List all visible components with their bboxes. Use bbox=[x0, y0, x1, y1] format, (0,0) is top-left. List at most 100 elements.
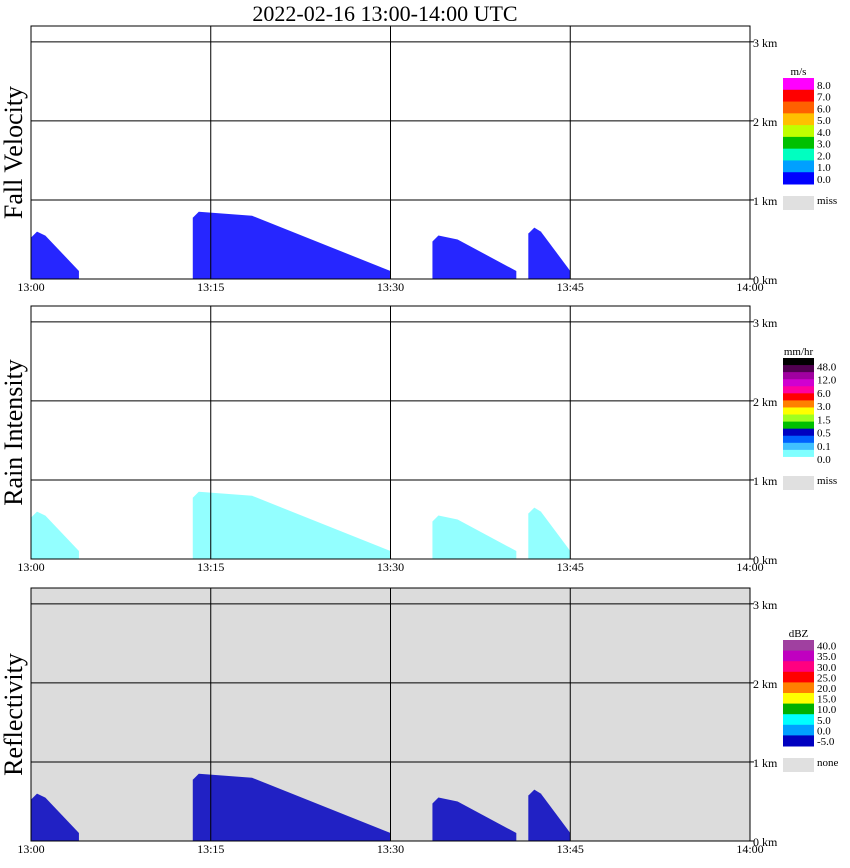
legend-label: 20.0 bbox=[817, 683, 837, 695]
legend-unit: dBZ bbox=[789, 628, 809, 640]
legend-swatch bbox=[783, 125, 814, 138]
chart-title: 2022-02-16 13:00-14:00 UTC bbox=[252, 1, 518, 26]
panel-reflectivity: 13:00 13:15 13:30 13:45 14:000 km 1 km 2 km 3 k… bbox=[0, 587, 839, 856]
legend-label: 1.5 bbox=[817, 414, 831, 426]
legend-swatch bbox=[783, 101, 814, 114]
legend-label: 12.0 bbox=[817, 375, 837, 387]
x-tick-label: 14:00 bbox=[736, 280, 763, 294]
x-tick-label: 13:45 bbox=[557, 560, 584, 574]
legend-label: 48.0 bbox=[817, 361, 837, 373]
x-tick-label: 13:00 bbox=[17, 842, 44, 856]
echo-region bbox=[192, 491, 391, 559]
legend-swatch bbox=[783, 421, 814, 430]
y-tick-label: 0 km bbox=[753, 273, 778, 287]
echo-region bbox=[31, 231, 79, 279]
y-axis-title: Rain Intensity bbox=[0, 359, 28, 506]
legend-label: -5.0 bbox=[817, 736, 835, 748]
legend-label: 8.0 bbox=[817, 80, 831, 92]
y-tick-label: 3 km bbox=[753, 316, 778, 330]
legend-swatch bbox=[783, 682, 814, 694]
x-tick-label: 13:45 bbox=[557, 842, 584, 856]
plot-frame bbox=[30, 305, 751, 560]
legend-swatch bbox=[783, 735, 814, 747]
legend-miss-label: miss bbox=[817, 195, 837, 207]
legend: dBZ 40.035.030.025.020.015.010.05.00.0-5.… bbox=[783, 628, 839, 772]
y-tick-label: 2 km bbox=[753, 677, 778, 691]
legend-miss-swatch bbox=[783, 196, 814, 210]
x-tick-label: 13:30 bbox=[377, 842, 404, 856]
legend-swatch bbox=[783, 89, 814, 103]
y-tick-label: 1 km bbox=[753, 194, 778, 208]
x-tick-label: 13:15 bbox=[197, 280, 224, 294]
legend-label: 0.5 bbox=[817, 428, 831, 440]
legend-swatch bbox=[783, 671, 814, 683]
legend-swatch bbox=[783, 714, 814, 726]
legend-swatch bbox=[783, 136, 814, 150]
legend-swatch bbox=[783, 379, 814, 387]
legend: m/s 8.07.06.05.04.03.02.01.00.0 miss bbox=[783, 66, 837, 210]
legend-label: 1.0 bbox=[817, 162, 831, 174]
y-tick-label: 2 km bbox=[753, 115, 778, 129]
legend-label: 40.0 bbox=[817, 641, 837, 653]
legend-miss-swatch bbox=[783, 476, 814, 490]
x-tick-label: 13:15 bbox=[197, 842, 224, 856]
legend-swatch bbox=[783, 640, 814, 652]
echo-region bbox=[528, 227, 571, 279]
legend-swatch bbox=[783, 372, 814, 380]
x-tick-label: 13:45 bbox=[557, 280, 584, 294]
legend-label: 6.0 bbox=[817, 388, 831, 400]
echo-region bbox=[528, 507, 571, 559]
legend-unit: mm/hr bbox=[784, 346, 814, 358]
legend-swatch bbox=[783, 724, 814, 736]
legend-label: 4.0 bbox=[817, 127, 831, 139]
legend-swatch bbox=[783, 358, 814, 366]
legend-swatch bbox=[783, 442, 814, 451]
y-axis-title: Fall Velocity bbox=[0, 86, 28, 219]
legend-label: 2.0 bbox=[817, 150, 831, 162]
legend-label: 0.0 bbox=[817, 174, 831, 186]
legend-swatch bbox=[783, 456, 814, 465]
y-tick-label: 0 km bbox=[753, 835, 778, 849]
legend-label: 5.0 bbox=[817, 715, 831, 727]
legend-swatch bbox=[783, 400, 814, 408]
legend-label: 35.0 bbox=[817, 651, 837, 663]
x-tick-label: 14:00 bbox=[736, 560, 763, 574]
panel-rain-intensity: 13:00 13:15 13:30 13:45 14:000 km 1 km 2 km 3 k… bbox=[0, 305, 837, 574]
legend-swatch bbox=[783, 78, 814, 91]
legend-swatch bbox=[783, 365, 814, 373]
legend-swatch bbox=[783, 703, 814, 715]
legend-label: 25.0 bbox=[817, 672, 837, 684]
legend-label: 0.1 bbox=[817, 441, 831, 453]
y-tick-label: 1 km bbox=[753, 474, 778, 488]
legend-label: 5.0 bbox=[817, 115, 831, 127]
legend-swatch bbox=[783, 148, 814, 161]
legend-label: 3.0 bbox=[817, 401, 831, 413]
x-tick-label: 13:00 bbox=[17, 280, 44, 294]
echo-region bbox=[528, 789, 571, 841]
x-tick-label: 14:00 bbox=[736, 842, 763, 856]
legend-label: 0.0 bbox=[817, 454, 831, 466]
x-tick-label: 13:00 bbox=[17, 560, 44, 574]
y-tick-label: 3 km bbox=[753, 598, 778, 612]
legend-swatch bbox=[783, 113, 814, 126]
y-axis-title: Reflectivity bbox=[0, 653, 28, 776]
echo-region bbox=[432, 235, 517, 279]
y-tick-label: 2 km bbox=[753, 395, 778, 409]
legend-label: 7.0 bbox=[817, 92, 831, 104]
legend-swatch bbox=[783, 449, 814, 458]
plot-frame bbox=[30, 587, 751, 842]
legend-miss-label: none bbox=[817, 757, 839, 769]
echo-region bbox=[192, 211, 391, 279]
y-tick-label: 3 km bbox=[753, 36, 778, 50]
x-tick-label: 13:30 bbox=[377, 280, 404, 294]
legend-unit: m/s bbox=[791, 66, 807, 78]
echo-region bbox=[432, 515, 517, 559]
legend-label: 30.0 bbox=[817, 662, 837, 674]
legend-swatch bbox=[783, 414, 814, 423]
legend-swatch bbox=[783, 407, 814, 416]
x-tick-label: 13:30 bbox=[377, 560, 404, 574]
plot-frame bbox=[30, 25, 751, 280]
legend-swatch bbox=[783, 435, 814, 444]
